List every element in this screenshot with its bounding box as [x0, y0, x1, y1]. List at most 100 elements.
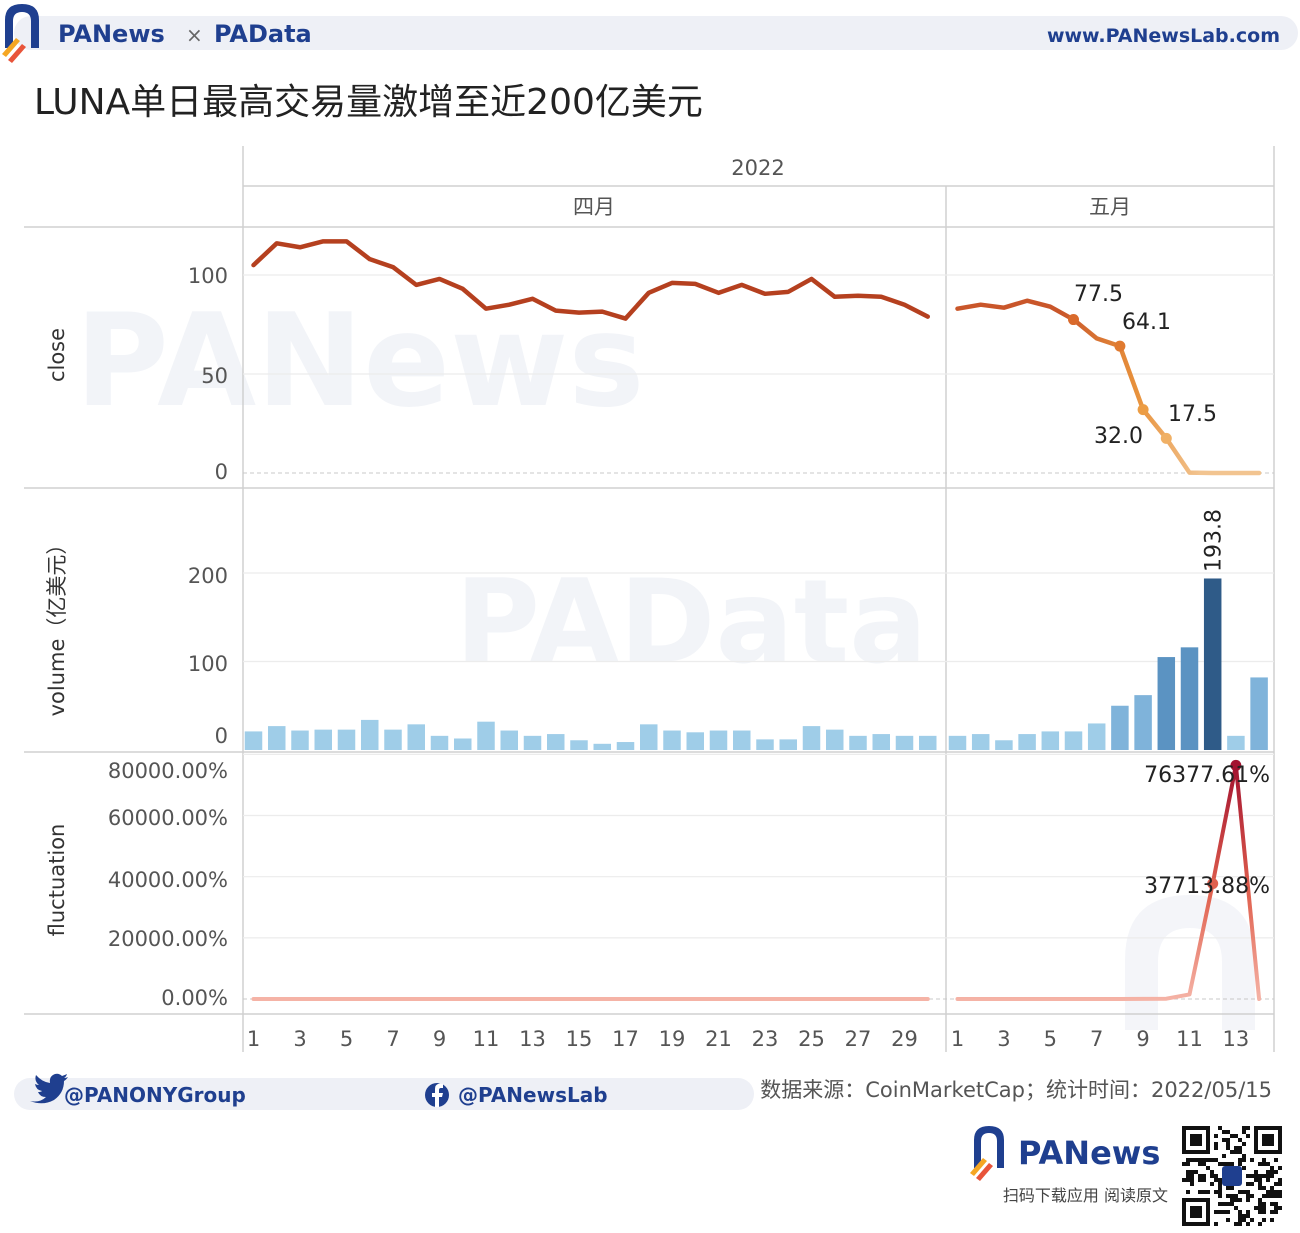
qr-module: [1218, 1210, 1222, 1214]
volume-bar: [802, 726, 821, 750]
qr-module: [1262, 1210, 1266, 1214]
qr-module: [1230, 1162, 1234, 1166]
qr-module: [1214, 1142, 1218, 1146]
qr-module: [1270, 1210, 1274, 1214]
x-tick-label: 11: [1176, 1027, 1203, 1051]
facebook-handle-link[interactable]: @PANewsLab: [458, 1083, 608, 1107]
brand-left-text: PANews: [58, 20, 165, 48]
qr-module: [1266, 1190, 1270, 1194]
qr-module: [1274, 1190, 1278, 1194]
volume-bar: [337, 729, 356, 750]
year-header: 2022: [731, 156, 784, 180]
qr-module: [1238, 1138, 1242, 1142]
volume-bar: [361, 719, 379, 750]
volume-bar: [895, 735, 914, 750]
volume-bar: [384, 729, 402, 750]
fluctuation-data-label: 76377.61%: [1144, 763, 1270, 788]
x-tick-label: 3: [997, 1027, 1010, 1051]
volume-bar: [500, 730, 518, 750]
qr-module: [1242, 1142, 1246, 1146]
qr-module: [1238, 1146, 1242, 1150]
qr-module: [1262, 1218, 1266, 1222]
qr-module: [1234, 1194, 1238, 1198]
y-tick-label: 80000.00%: [108, 759, 228, 783]
qr-module: [1238, 1210, 1242, 1214]
volume-bar: [663, 730, 681, 750]
x-tick-label: 15: [566, 1027, 593, 1051]
volume-bar: [1018, 734, 1036, 750]
qr-module: [1226, 1162, 1230, 1166]
x-tick-label: 23: [752, 1027, 779, 1051]
qr-module: [1214, 1210, 1218, 1214]
qr-module: [1210, 1170, 1214, 1174]
qr-module: [1202, 1174, 1206, 1178]
website-link[interactable]: www.PANewsLab.com: [1047, 25, 1280, 47]
x-tick-label: 5: [1044, 1027, 1057, 1051]
header-pill: [14, 16, 1298, 50]
qr-module: [1274, 1170, 1278, 1174]
x-tick-label: 19: [659, 1027, 686, 1051]
volume-bar: [547, 734, 565, 750]
x-tick-label: 7: [1090, 1027, 1103, 1051]
qr-module: [1254, 1174, 1258, 1178]
qr-module: [1242, 1158, 1246, 1162]
qr-module: [1230, 1150, 1234, 1154]
volume-bar: [1203, 578, 1222, 750]
qr-module: [1186, 1178, 1190, 1182]
qr-module: [1246, 1222, 1250, 1226]
qr-code-icon[interactable]: [1182, 1126, 1282, 1226]
qr-module: [1238, 1158, 1242, 1162]
qr-module: [1274, 1206, 1278, 1210]
volume-bar: [709, 730, 728, 750]
qr-module: [1222, 1130, 1226, 1134]
qr-module: [1186, 1174, 1190, 1178]
fluctuation-axis-label: fluctuation: [45, 824, 69, 937]
y-tick-label: 0: [215, 460, 228, 484]
qr-module: [1190, 1170, 1194, 1174]
y-tick-labels: 0 50 100 0 100 200 0.00% 20000.00% 40000.00% 6000…: [108, 264, 228, 1010]
qr-module: [1186, 1162, 1190, 1166]
volume-bar: [570, 740, 588, 750]
x-tick-label: 25: [798, 1027, 825, 1051]
qr-module: [1226, 1210, 1230, 1214]
volume-bar: [640, 724, 658, 750]
qr-module: [1242, 1214, 1246, 1218]
x-tick-labels: 1 3 5 7 9 11 13 15 17 19 21 23 25 27 29 1 3 5 7 9 11 13: [247, 1027, 1249, 1051]
qr-module: [1222, 1162, 1226, 1166]
qr-module: [1238, 1198, 1242, 1202]
x-tick-label: 1: [247, 1027, 260, 1051]
qr-module: [1258, 1206, 1262, 1210]
volume-bar: [756, 739, 774, 750]
qr-module: [1218, 1194, 1222, 1198]
qr-module: [1278, 1194, 1282, 1198]
qr-module: [1206, 1190, 1210, 1194]
qr-module: [1278, 1178, 1282, 1182]
qr-module: [1238, 1214, 1242, 1218]
source-note: 数据来源：CoinMarketCap；统计时间：2022/05/15: [760, 1078, 1272, 1102]
qr-module: [1258, 1178, 1262, 1182]
x-tick-label: 7: [386, 1027, 399, 1051]
qr-module: [1266, 1174, 1270, 1178]
fluctuation-point: [1230, 759, 1242, 771]
qr-module: [1242, 1154, 1246, 1158]
volume-bar: [971, 734, 990, 750]
y-tick-label: 60000.00%: [108, 806, 228, 830]
volume-bar: [1111, 705, 1129, 750]
volume-bar: [1064, 731, 1083, 750]
qr-module: [1270, 1202, 1274, 1206]
qr-module: [1258, 1210, 1262, 1214]
qr-module: [1214, 1174, 1218, 1178]
twitter-handle-link[interactable]: @PANONYGroup: [64, 1083, 246, 1107]
qr-module: [1242, 1190, 1246, 1194]
qr-module: [1218, 1202, 1222, 1206]
qr-module: [1202, 1190, 1206, 1194]
qr-module: [1210, 1182, 1214, 1186]
y-tick-label: 50: [201, 364, 228, 388]
volume-bar: [430, 735, 449, 750]
qr-module: [1262, 1194, 1266, 1198]
qr-module: [1234, 1146, 1238, 1150]
brand-right-text: PAData: [214, 20, 312, 48]
y-tick-label: 0: [215, 724, 228, 748]
qr-module: [1238, 1222, 1242, 1226]
qr-module: [1230, 1194, 1234, 1198]
